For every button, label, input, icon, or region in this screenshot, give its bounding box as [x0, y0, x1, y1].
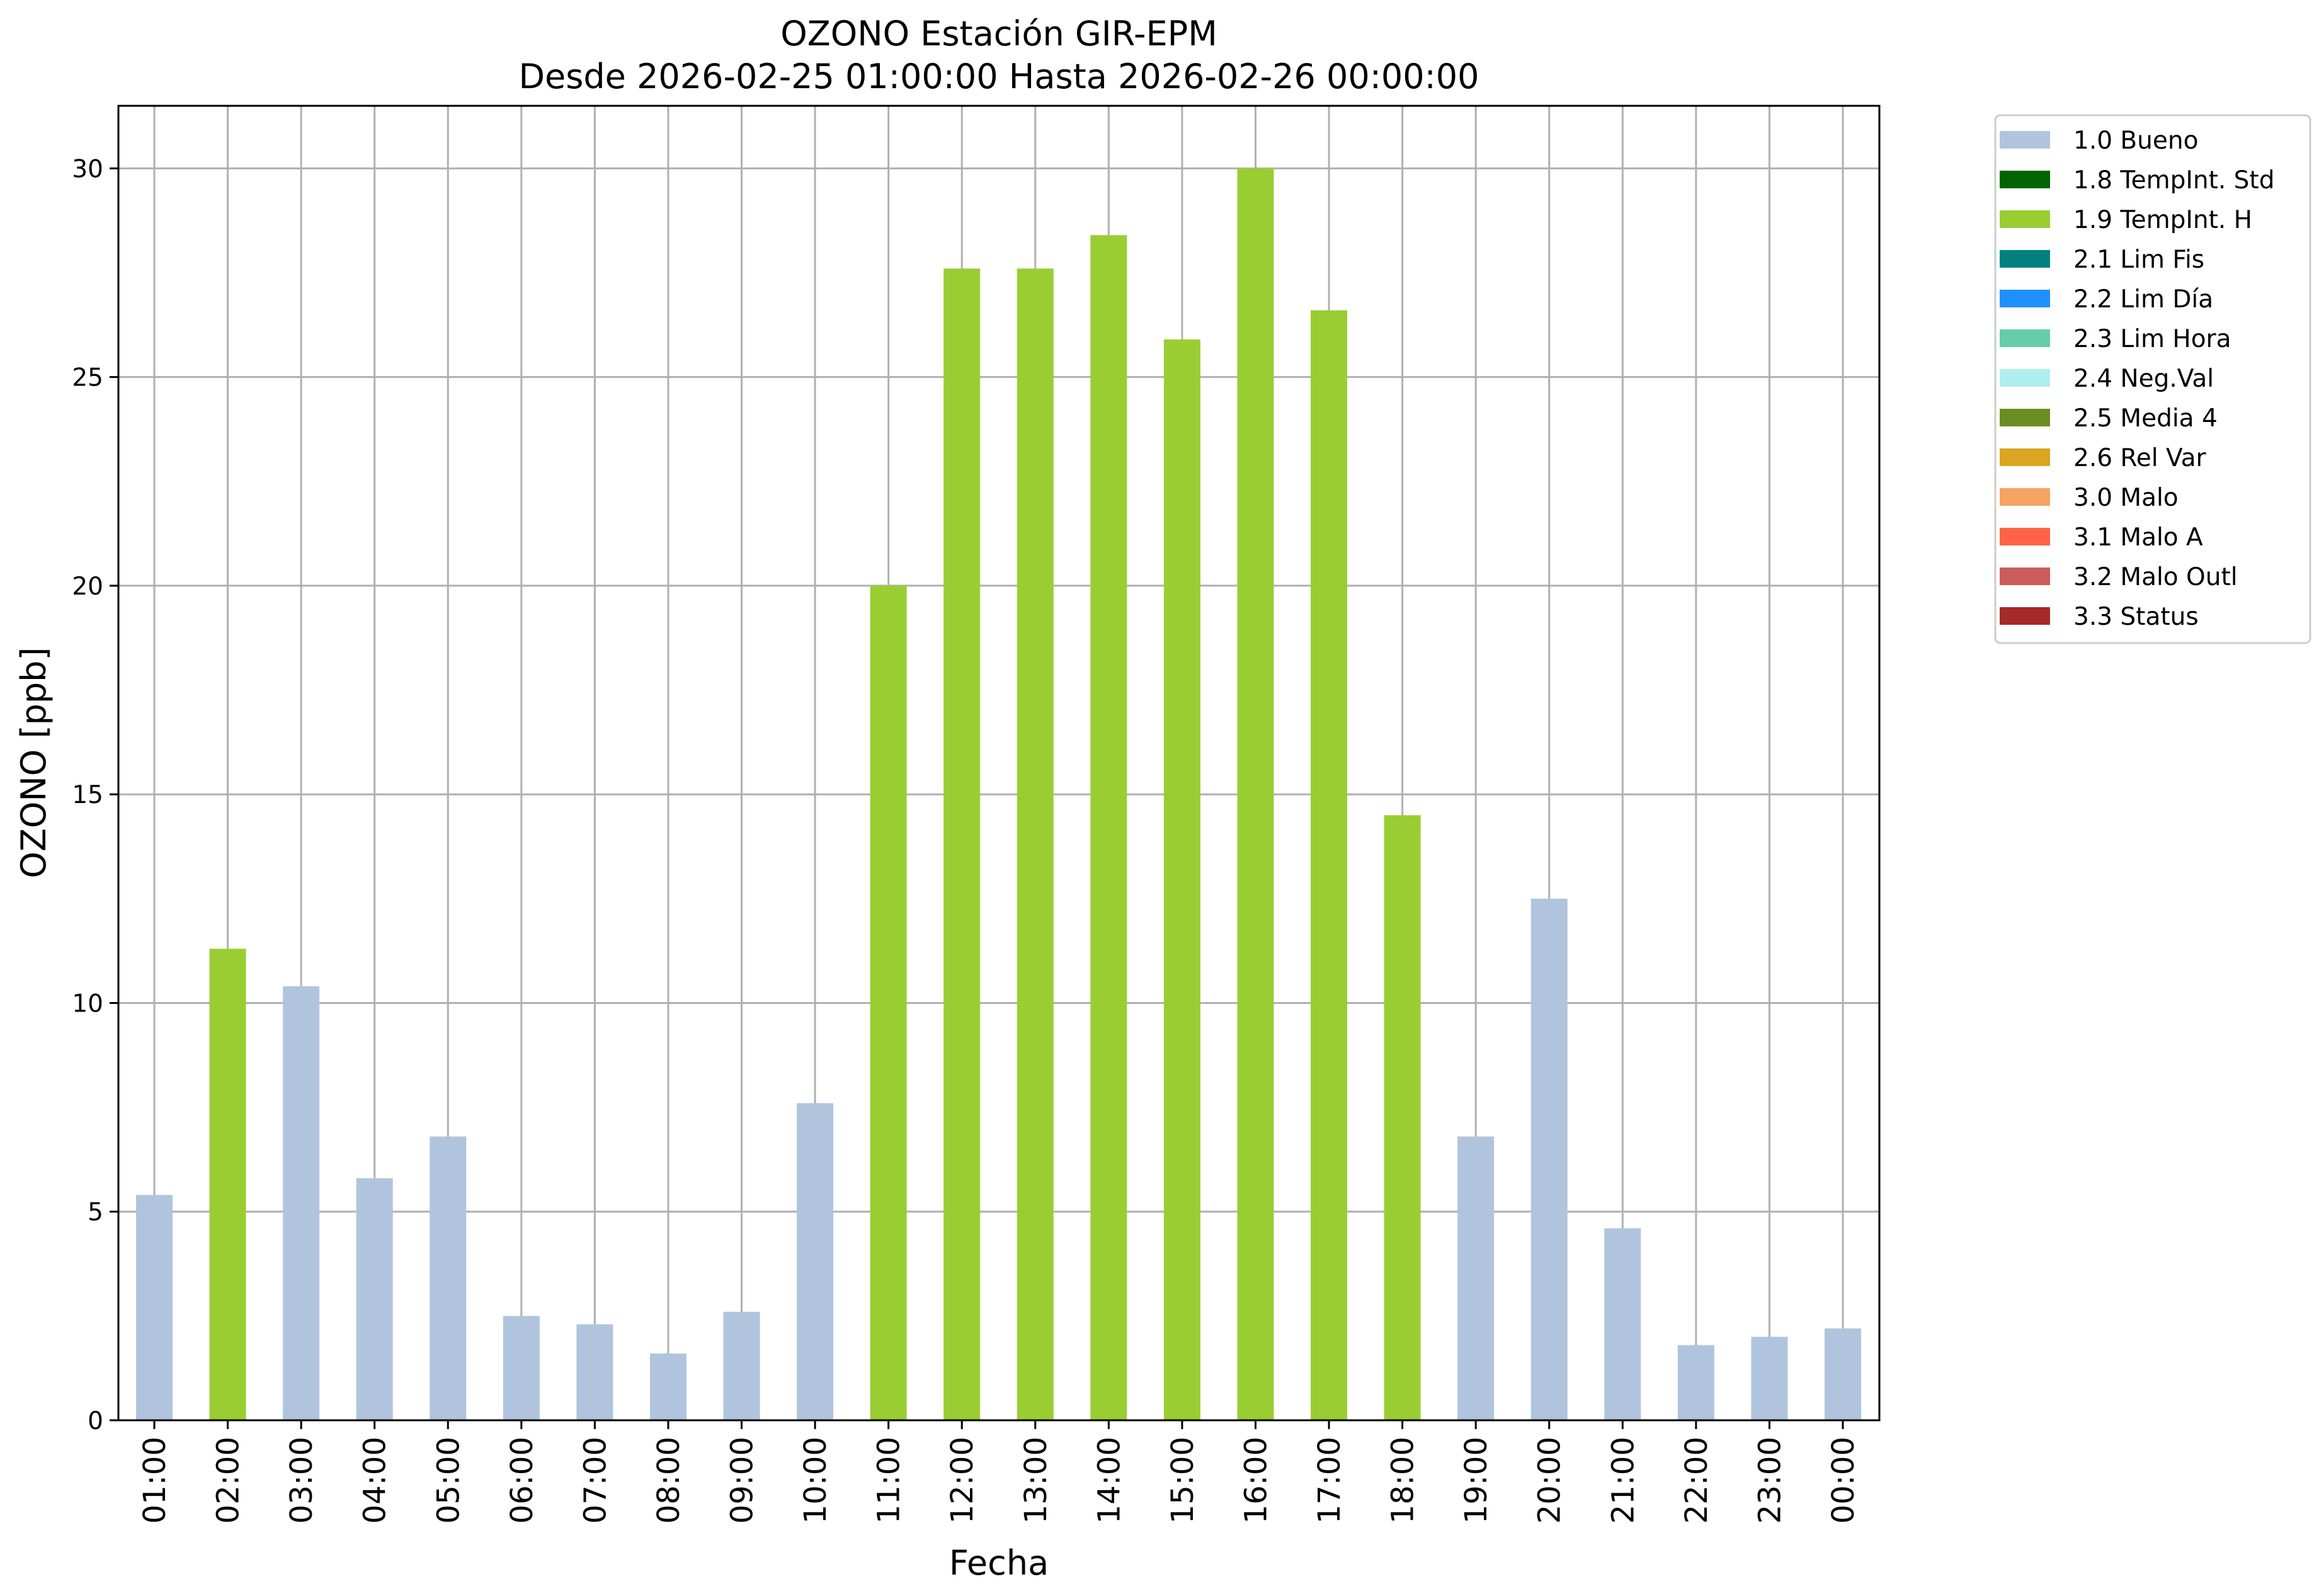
x-tick-label: 04:00: [358, 1437, 393, 1524]
x-tick-label: 08:00: [651, 1437, 687, 1524]
bar: [1311, 310, 1348, 1421]
legend-swatch: [2000, 131, 2050, 149]
bar: [649, 1353, 687, 1420]
legend-swatch: [2000, 250, 2050, 268]
x-tick-label: 19:00: [1459, 1437, 1494, 1524]
legend-label: 1.8 TempInt. Std: [2073, 166, 2274, 195]
bar: [1457, 1136, 1495, 1420]
y-tick-label: 25: [72, 364, 103, 392]
x-tick-label: 15:00: [1165, 1437, 1200, 1524]
bar: [1090, 235, 1127, 1420]
chart-title: OZONO Estación GIR-EPM: [780, 14, 1217, 54]
legend-label: 2.2 Lim Día: [2073, 285, 2213, 314]
legend-label: 2.6 Rel Var: [2073, 444, 2207, 472]
x-tick-label: 06:00: [504, 1437, 540, 1524]
legend-label: 2.1 Lim Fis: [2073, 246, 2204, 274]
bar: [1677, 1345, 1714, 1420]
x-tick-label: 03:00: [284, 1437, 319, 1524]
legend-swatch: [2000, 409, 2050, 426]
y-tick-label: 5: [88, 1199, 103, 1227]
x-tick-label: 14:00: [1091, 1437, 1127, 1524]
x-tick-label: 22:00: [1679, 1437, 1714, 1524]
bars: [136, 168, 1861, 1421]
bar: [136, 1195, 173, 1420]
legend-swatch: [2000, 488, 2050, 506]
x-tick-label: 20:00: [1532, 1437, 1568, 1524]
legend-label: 3.1 Malo A: [2073, 523, 2203, 552]
bar: [576, 1324, 613, 1420]
legend-label: 2.4 Neg.Val: [2073, 365, 2214, 393]
x-tick-label: 05:00: [431, 1437, 466, 1524]
legend-label: 2.3 Lim Hora: [2073, 325, 2231, 353]
legend-label: 3.2 Malo Outl: [2073, 563, 2238, 591]
y-tick-label: 30: [72, 155, 103, 183]
y-axis-label: OZONO [ppb]: [14, 647, 54, 878]
y-axis-ticks: 0 5 10 15 20 25 30: [72, 155, 118, 1435]
plot-frame: [117, 105, 1881, 1422]
bar: [356, 1178, 393, 1420]
legend-label: 1.0 Bueno: [2073, 127, 2198, 155]
bar: [1751, 1337, 1788, 1420]
y-tick-label: 15: [72, 781, 103, 809]
legend-label: 3.3 Status: [2073, 603, 2199, 631]
x-tick-label: 23:00: [1752, 1437, 1787, 1524]
bar: [1604, 1228, 1641, 1420]
y-tick-label: 20: [72, 573, 103, 601]
x-tick-label: 01:00: [137, 1437, 173, 1524]
legend-swatch: [2000, 528, 2050, 545]
x-tick-label: 10:00: [798, 1437, 833, 1524]
bar: [430, 1136, 467, 1420]
bar: [797, 1103, 834, 1420]
legend-label: 3.0 Malo: [2073, 484, 2179, 512]
x-axis-ticks: 01:00 02:00 03:00 04:00 05:00 06:00 07:00 08:00…: [137, 1420, 1861, 1524]
legend-label: 1.9 TempInt. H: [2073, 206, 2252, 234]
legend-swatch: [2000, 567, 2050, 585]
x-tick-label: 11:00: [872, 1437, 907, 1524]
x-tick-label: 16:00: [1238, 1437, 1273, 1524]
bar: [1163, 339, 1200, 1420]
legend-label: 2.5 Media 4: [2073, 404, 2218, 433]
x-tick-label: 17:00: [1312, 1437, 1347, 1524]
y-tick-label: 10: [72, 989, 103, 1018]
bar: [1825, 1328, 1861, 1420]
bar: [503, 1316, 540, 1420]
bar: [283, 986, 320, 1420]
legend-swatch: [2000, 448, 2050, 466]
bar: [1017, 268, 1054, 1420]
x-tick-label: 09:00: [725, 1437, 760, 1524]
bar: [209, 949, 246, 1420]
chart-subtitle: Desde 2026-02-25 01:00:00 Hasta 2026-02-…: [518, 57, 1479, 96]
legend-swatch: [2000, 369, 2050, 387]
x-tick-label: 21:00: [1605, 1437, 1641, 1524]
bar: [1530, 898, 1568, 1420]
bar: [1237, 168, 1274, 1420]
bar: [723, 1311, 760, 1420]
bar: [943, 268, 981, 1420]
x-tick-label: 00:00: [1826, 1437, 1861, 1524]
legend-swatch: [2000, 607, 2050, 625]
legend-swatch: [2000, 210, 2050, 228]
legend-box: [1994, 114, 2311, 644]
x-axis-label: Fecha: [949, 1543, 1049, 1583]
legend: 1.0 Bueno 1.8 TempInt. Std 1.9 TempInt. H 2…: [1994, 114, 2311, 644]
x-tick-label: 13:00: [1018, 1437, 1054, 1524]
x-tick-label: 07:00: [578, 1437, 613, 1524]
x-tick-label: 02:00: [211, 1437, 246, 1524]
x-tick-label: 12:00: [945, 1437, 980, 1524]
legend-swatch: [2000, 171, 2050, 188]
bar: [1384, 815, 1421, 1420]
bar: [870, 585, 907, 1420]
x-tick-label: 18:00: [1386, 1437, 1421, 1524]
legend-swatch: [2000, 329, 2050, 347]
y-tick-label: 0: [88, 1407, 103, 1435]
legend-swatch: [2000, 290, 2050, 307]
